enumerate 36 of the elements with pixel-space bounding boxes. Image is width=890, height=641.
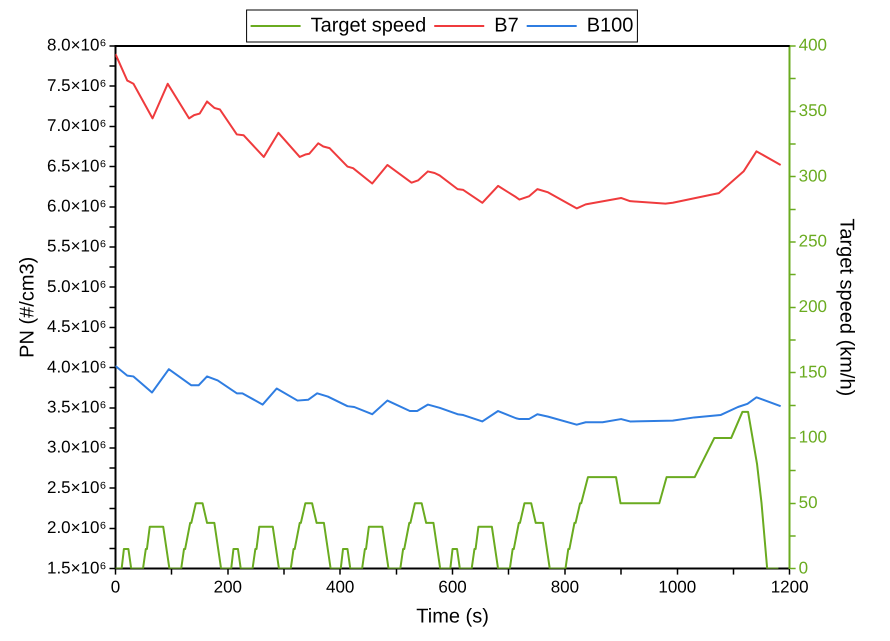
legend-label: B100 <box>586 14 634 37</box>
y2-tick-label: 100 <box>798 428 828 447</box>
y-axis-title: PN (#/cm3) <box>16 256 39 358</box>
y2-tick-label: 50 <box>798 492 818 512</box>
y-tick-label: 4.0×10⁶ <box>47 357 106 376</box>
y2-tick-label: 250 <box>798 232 828 251</box>
y2-tick-label: 0 <box>798 558 808 578</box>
y-tick-label: 3.5×10⁶ <box>47 397 106 416</box>
legend-label: B7 <box>494 14 519 37</box>
y-tick-label: 3.0×10⁶ <box>47 438 106 457</box>
y2-tick-label: 350 <box>798 101 828 120</box>
y-tick-label: 6.5×10⁶ <box>47 156 106 176</box>
y2-tick-label: 400 <box>798 36 828 55</box>
legend-label: Target speed <box>310 14 426 37</box>
y-tick-label: 5.5×10⁶ <box>47 236 106 256</box>
x-tick-label: 800 <box>550 577 580 596</box>
y-tick-label: 4.5×10⁶ <box>47 317 106 336</box>
x-tick-label: 0 <box>110 577 120 596</box>
y2-axis-title: Target speed (km/h) <box>835 218 858 396</box>
y-tick-label: 2.5×10⁶ <box>47 478 106 497</box>
y-tick-label: 6.0×10⁶ <box>47 196 106 216</box>
y-tick-label: 2.0×10⁶ <box>47 518 106 538</box>
x-tick-label: 1000 <box>658 577 696 596</box>
x-axis-title: Time (s) <box>416 606 489 628</box>
x-tick-label: 200 <box>214 577 242 596</box>
y2-tick-label: 300 <box>798 166 828 186</box>
x-tick-label: 1200 <box>770 577 809 596</box>
x-tick-label: 600 <box>438 577 467 596</box>
y-tick-label: 5.0×10⁶ <box>47 276 106 296</box>
y-tick-label: 7.0×10⁶ <box>47 116 106 136</box>
y-tick-label: 8.0×10⁶ <box>47 36 106 55</box>
y-tick-label: 1.5×10⁶ <box>47 558 106 578</box>
y-tick-label: 7.5×10⁶ <box>47 76 106 95</box>
y2-tick-label: 150 <box>798 362 828 382</box>
y2-tick-label: 200 <box>798 296 828 316</box>
x-tick-label: 400 <box>326 577 354 596</box>
